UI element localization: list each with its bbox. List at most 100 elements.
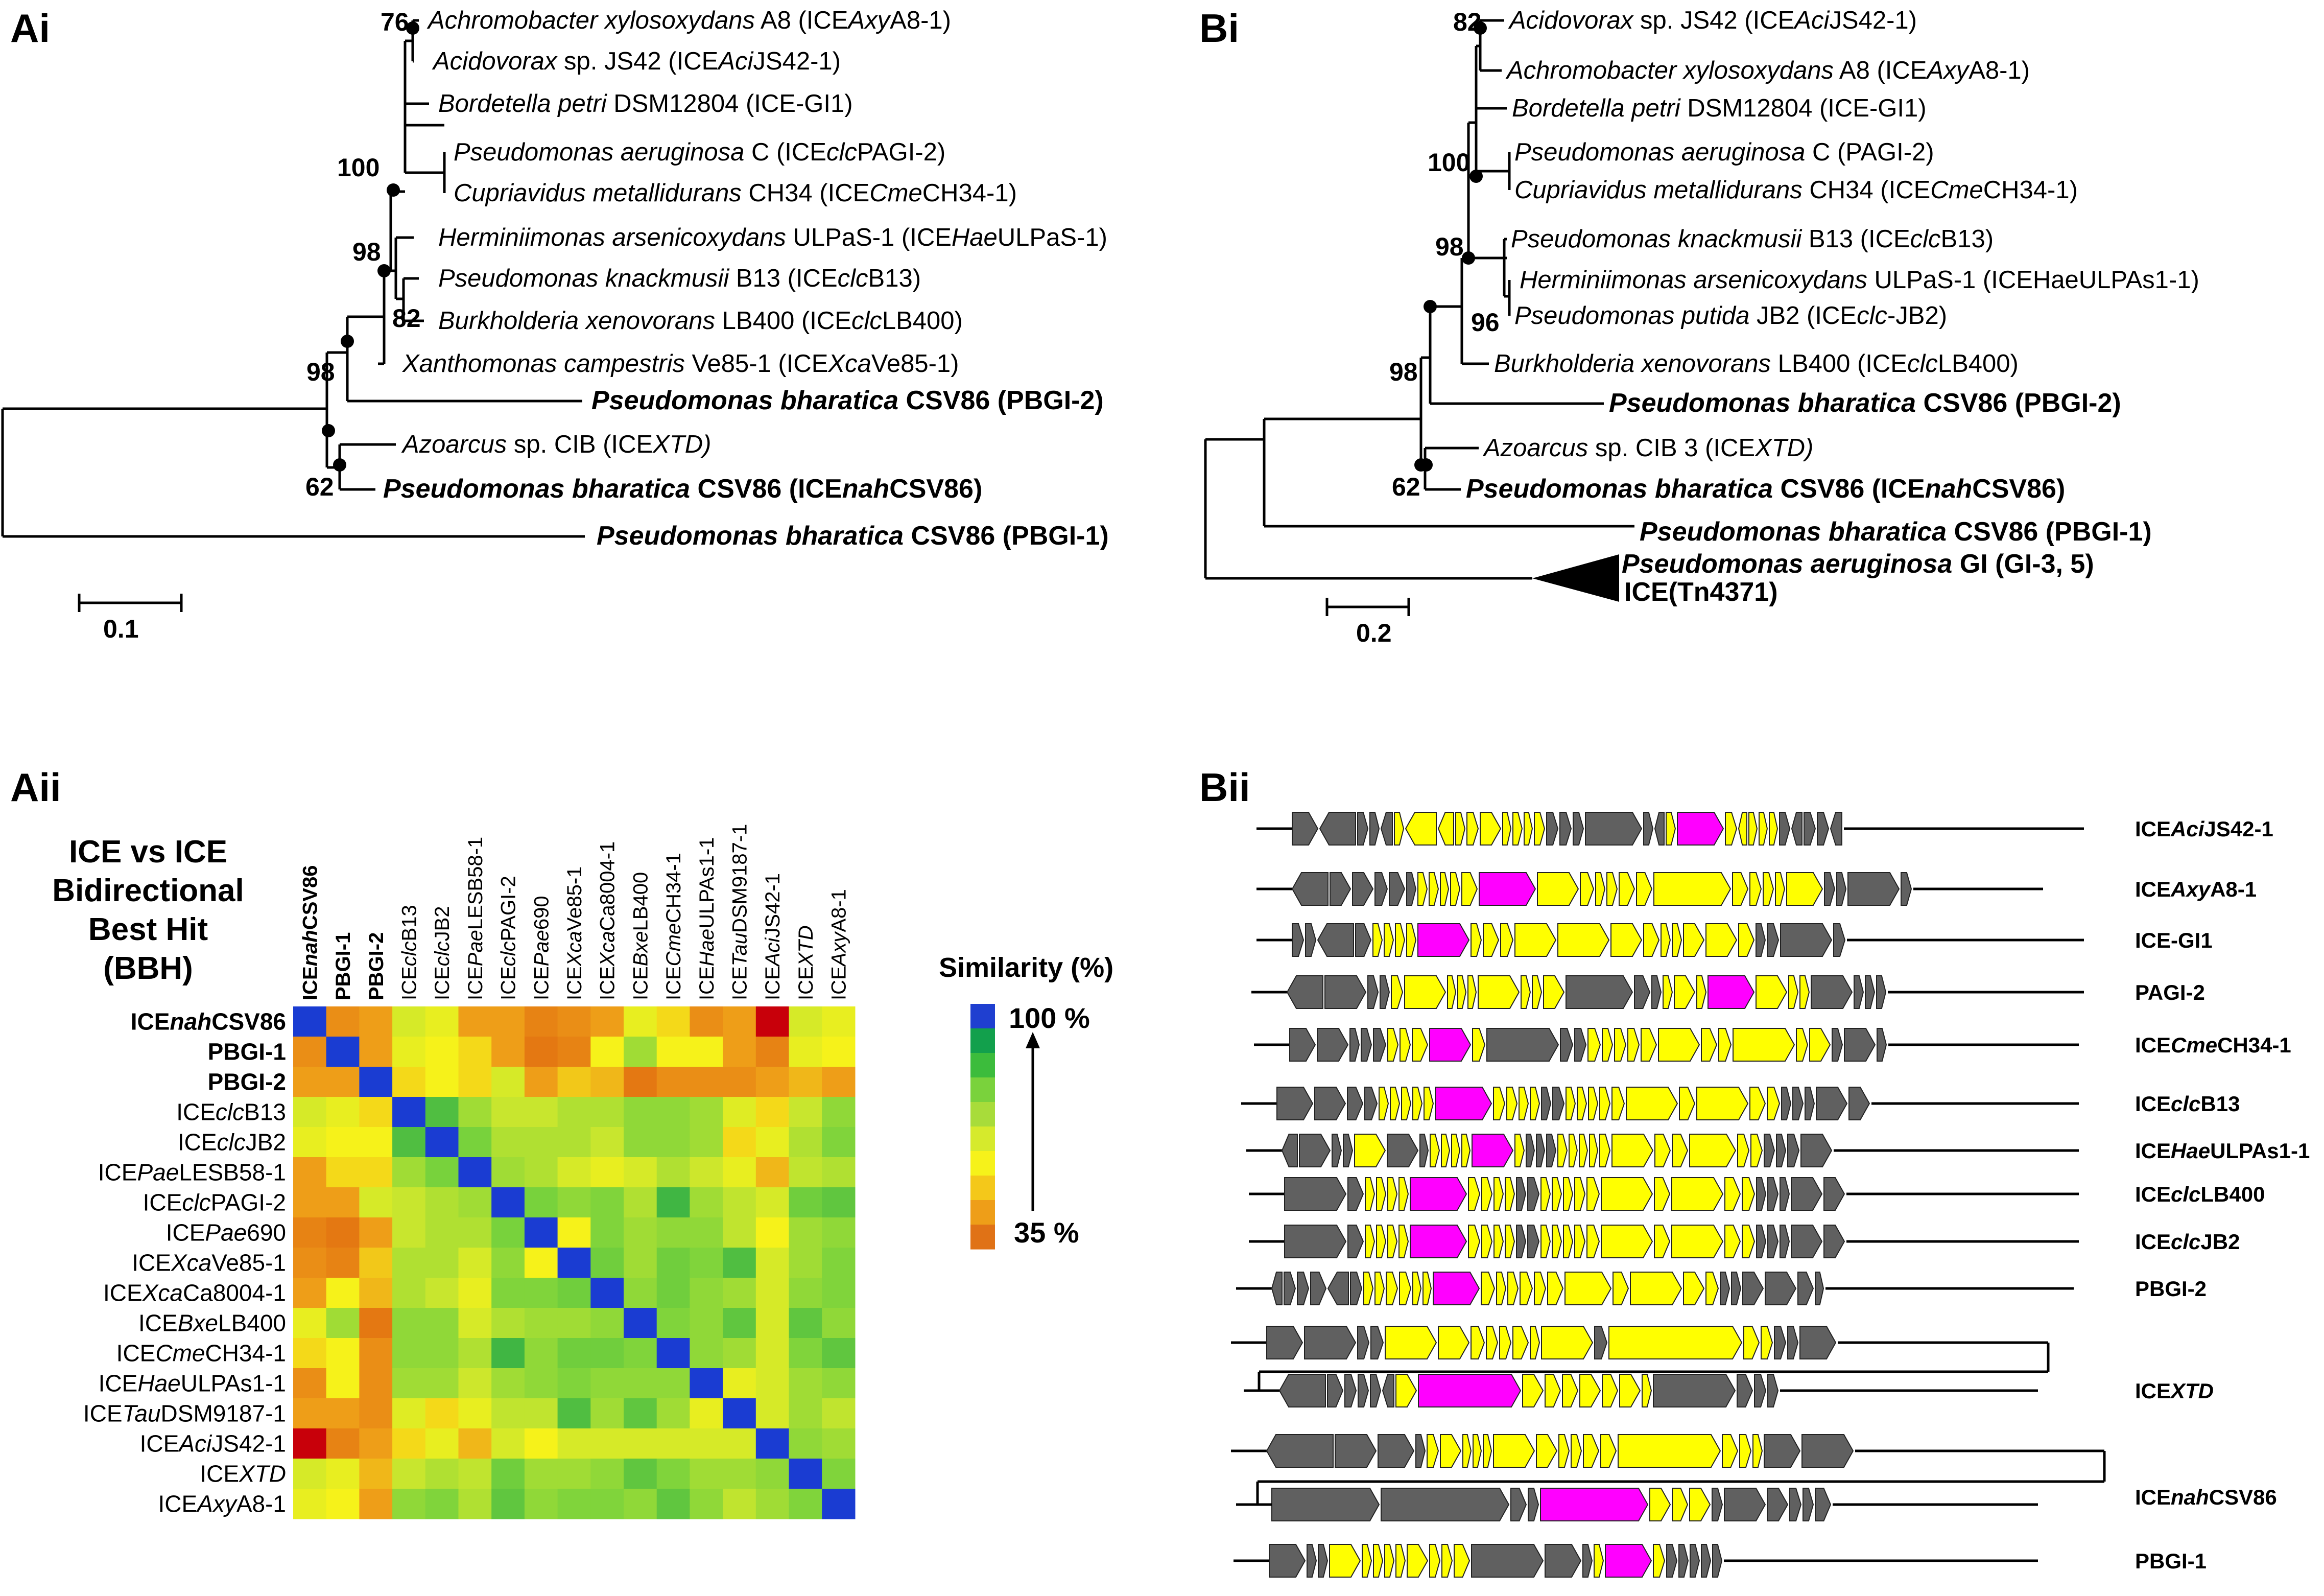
heatmap-cell	[491, 1428, 525, 1459]
core-gene-arrow	[1534, 812, 1546, 846]
node-dot	[406, 21, 419, 35]
core-gene-arrow	[1483, 923, 1500, 957]
core-gene-arrow	[1653, 1544, 1666, 1578]
core-gene-arrow	[1587, 1028, 1601, 1062]
legend-swatch	[970, 1053, 995, 1078]
heatmap-col-label: ICEPae690	[530, 896, 553, 1000]
gene-arrow	[1737, 1374, 1753, 1407]
gene-arrow	[1767, 1177, 1779, 1211]
integrase-gene-arrow	[1429, 1028, 1472, 1062]
core-gene-arrow	[1354, 1134, 1386, 1167]
heatmap-cell	[789, 1308, 822, 1339]
gene-arrow	[1877, 1028, 1887, 1062]
heatmap-cell	[624, 1248, 657, 1278]
heatmap-cell	[590, 1428, 624, 1459]
gene-arrow	[1817, 812, 1830, 846]
node-dot	[1462, 251, 1475, 265]
heatmap-cell	[524, 1459, 558, 1489]
core-gene-arrow	[1737, 1134, 1750, 1167]
gene-arrow	[1800, 1134, 1833, 1167]
core-gene-arrow	[1468, 1177, 1481, 1211]
heatmap-cell	[293, 1398, 327, 1429]
heatmap-cell	[590, 1187, 624, 1218]
heatmap-cell	[326, 1127, 360, 1158]
core-gene-arrow	[1478, 975, 1520, 1009]
core-gene-arrow	[1674, 975, 1696, 1009]
heatmap-cell	[656, 1459, 690, 1489]
core-gene-arrow	[1543, 975, 1565, 1009]
heatmap-cell	[326, 1368, 360, 1399]
gene-arrow	[1292, 923, 1305, 957]
tree-a-tip-label: Pseudomonas bharatica CSV86 (PBGI-2)	[591, 386, 1104, 415]
gene-arrow	[1731, 1272, 1742, 1305]
core-gene-arrow	[1671, 1177, 1724, 1211]
gene-arrow	[1471, 1544, 1544, 1578]
gene-arrow	[1643, 812, 1654, 846]
gene-arrow	[1724, 1488, 1766, 1521]
core-gene-arrow	[1451, 1134, 1461, 1167]
tree-a-tip-label: Pseudomonas bharatica CSV86 (PBGI-1)	[597, 521, 1109, 551]
gene-arrow	[1574, 1028, 1587, 1062]
integrase-gene-arrow	[1540, 1488, 1649, 1521]
integrase-gene-arrow	[1433, 1272, 1480, 1305]
heatmap-cell	[590, 1278, 624, 1308]
heatmap-cell	[822, 1338, 856, 1369]
gene-arrow	[1317, 923, 1354, 957]
phylogenetic-tree-b: Acidovorax sp. JS42 (ICEAciJS42-1) Achrom…	[1204, 7, 2199, 647]
heatmap-cell	[425, 1398, 459, 1429]
heatmap-cell	[524, 1157, 558, 1188]
core-gene-arrow	[1521, 975, 1531, 1009]
gene-arrow	[1370, 1374, 1382, 1407]
heatmap-cell	[326, 1187, 360, 1218]
heatmap-col-label: ICEAxyA8-1	[828, 889, 850, 1000]
phylogenetic-tree-a: Achromobacter xylosoxydans A8 (ICEAxyA8-…	[1, 7, 1109, 643]
heatmap-cell	[491, 1278, 525, 1308]
core-gene-arrow	[1540, 1225, 1551, 1258]
heatmap-cell	[491, 1338, 525, 1369]
heatmap-cell	[359, 1489, 393, 1519]
gene-arrow	[1701, 1544, 1712, 1578]
heatmap-cell	[458, 1097, 492, 1128]
core-gene-arrow	[1618, 1434, 1721, 1468]
core-gene-arrow	[1512, 1326, 1529, 1359]
gene-arrow	[1352, 872, 1374, 906]
core-gene-arrow	[1750, 1134, 1763, 1167]
heatmap-cell	[755, 1217, 790, 1248]
tree-a-tip-label: Cupriavidus metallidurans CH34 (ICECmeCH…	[454, 179, 1017, 207]
core-gene-arrow	[1725, 812, 1738, 846]
core-gene-arrow	[1602, 1374, 1619, 1407]
core-gene-arrow	[1586, 1225, 1600, 1258]
legend-swatch	[970, 1102, 995, 1127]
core-gene-arrow	[1705, 1272, 1719, 1305]
heatmap-cell	[458, 1489, 492, 1519]
core-gene-arrow	[1329, 1544, 1361, 1578]
core-gene-arrow	[1601, 1177, 1653, 1211]
core-gene-arrow	[1399, 1272, 1412, 1305]
core-gene-arrow	[1689, 1488, 1711, 1521]
core-gene-arrow	[1462, 1434, 1472, 1468]
gene-arrow	[1815, 1488, 1832, 1521]
heatmap-cell	[557, 1459, 591, 1489]
gene-arrow	[1347, 1225, 1364, 1258]
heatmap-cell	[723, 1006, 756, 1037]
heatmap-cell	[392, 1097, 426, 1128]
heatmap-cell	[690, 1248, 723, 1278]
heatmap-cell	[822, 1368, 856, 1399]
heatmap-cell	[359, 1217, 393, 1248]
gene-arrow	[1854, 975, 1864, 1009]
core-gene-arrow	[1705, 923, 1738, 957]
heatmap-cell	[755, 1097, 790, 1128]
gene-arrow	[1767, 1488, 1789, 1521]
heatmap-cell	[326, 1308, 360, 1339]
heatmap-cell	[326, 1398, 360, 1429]
legend-title: Similarity (%)	[939, 952, 1113, 983]
heatmap-row-label: ICEclcB13	[176, 1099, 286, 1125]
node-dot	[377, 264, 391, 277]
bootstrap-value: 98	[306, 358, 335, 386]
core-gene-arrow	[1666, 812, 1676, 846]
core-gene-arrow	[1400, 1028, 1411, 1062]
tree-b-tip-label: Acidovorax sp. JS42 (ICEAciJS42-1)	[1508, 7, 1917, 34]
gene-arrow	[1787, 1134, 1800, 1167]
heatmap-cell	[557, 1157, 591, 1188]
heatmap-cell	[359, 1308, 393, 1339]
